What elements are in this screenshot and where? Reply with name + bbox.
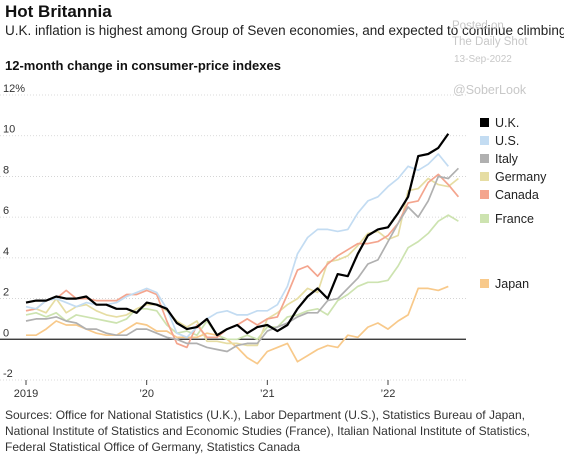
x-tick-label: 2019 xyxy=(14,388,38,400)
chart-heading: 12-month change in consumer-price indexe… xyxy=(5,58,281,73)
sources-note: Sources: Office for National Statistics … xyxy=(5,408,530,454)
y-tick-label: 10 xyxy=(3,124,15,136)
watermark-source: The Daily Shot xyxy=(452,36,528,48)
series-line-italy xyxy=(25,167,460,353)
legend-swatch xyxy=(480,279,489,288)
y-tick-label: -2 xyxy=(3,368,13,380)
legend-label: Germany xyxy=(495,170,547,184)
legend-label: Italy xyxy=(495,152,519,166)
legend-label: U.S. xyxy=(495,134,519,148)
watermark-posted: Posted on xyxy=(452,20,504,32)
legend-swatch xyxy=(480,118,489,127)
x-tick-label: ’20 xyxy=(139,388,154,400)
series-line-germany xyxy=(25,177,459,347)
legend-label: Canada xyxy=(495,188,539,202)
legend-label: France xyxy=(495,212,534,226)
series-line-japan xyxy=(26,285,449,365)
y-tick-label: 12% xyxy=(3,83,25,95)
y-tick-label: 8 xyxy=(3,164,9,176)
x-tick-label: ’22 xyxy=(381,388,396,400)
legend-swatch xyxy=(480,172,489,181)
watermark-date: 13-Sep-2022 xyxy=(454,54,512,65)
legend-swatch xyxy=(480,214,489,223)
series-line-france xyxy=(25,214,459,341)
y-tick-label: 0 xyxy=(3,327,9,339)
watermark-handle: @SoberLook xyxy=(453,83,527,97)
chart-title: Hot Britannia xyxy=(5,2,112,21)
y-tick-label: 2 xyxy=(3,287,9,299)
legend-label: U.K. xyxy=(495,116,519,130)
chart-subtitle: U.K. inflation is highest among Group of… xyxy=(5,23,564,38)
series-line-canada xyxy=(25,173,460,349)
y-tick-label: 6 xyxy=(3,205,9,217)
legend-swatch xyxy=(480,154,489,163)
x-tick-label: ’21 xyxy=(260,388,275,400)
legend-label: Japan xyxy=(495,277,529,291)
y-tick-label: 4 xyxy=(3,246,9,258)
legend-swatch xyxy=(480,136,489,145)
legend-swatch xyxy=(480,190,489,199)
series-line-uk xyxy=(25,133,450,337)
